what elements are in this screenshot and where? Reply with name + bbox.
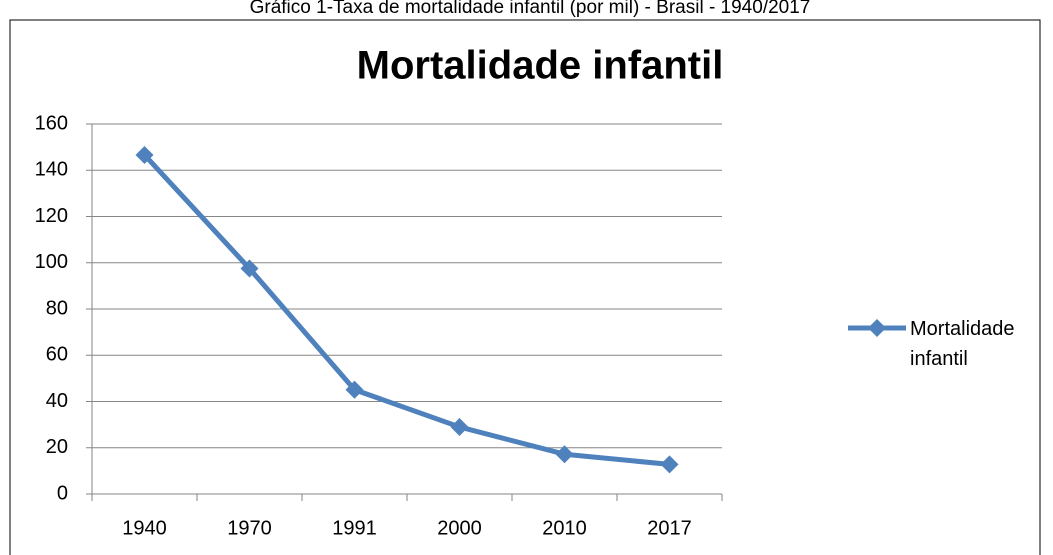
x-tick-label: 1940 (122, 517, 167, 539)
x-tick-label: 1970 (227, 517, 272, 539)
x-tick-label: 1991 (332, 517, 377, 539)
data-point (660, 455, 679, 474)
x-tick-label: 2010 (542, 517, 587, 539)
x-tick-label: 2017 (647, 517, 692, 539)
y-tick-label: 100 (35, 251, 68, 273)
series-line (142, 153, 670, 467)
legend-marker (868, 319, 886, 337)
x-tick-label: 2000 (437, 517, 482, 539)
y-tick-label: 20 (46, 436, 68, 458)
chart-title: Mortalidade infantil (357, 44, 724, 88)
data-point (240, 259, 259, 278)
y-tick-label: 160 (35, 112, 68, 134)
chart-border (9, 19, 1041, 555)
data-point (135, 145, 154, 164)
legend-label: Mortalidade infantil (910, 318, 1015, 370)
data-point (345, 380, 364, 399)
data-point (555, 445, 574, 464)
data-point (450, 417, 469, 436)
chart-caption: Gráfico 1-Taxa de mortalidade infantil (… (250, 0, 811, 18)
y-tick-label: 80 (46, 297, 68, 319)
y-tick-label: 0 (57, 482, 68, 504)
y-tick-label: 120 (35, 205, 68, 227)
y-tick-label: 40 (46, 390, 68, 412)
y-tick-label: 60 (46, 344, 68, 366)
y-tick-label: 140 (35, 159, 68, 181)
